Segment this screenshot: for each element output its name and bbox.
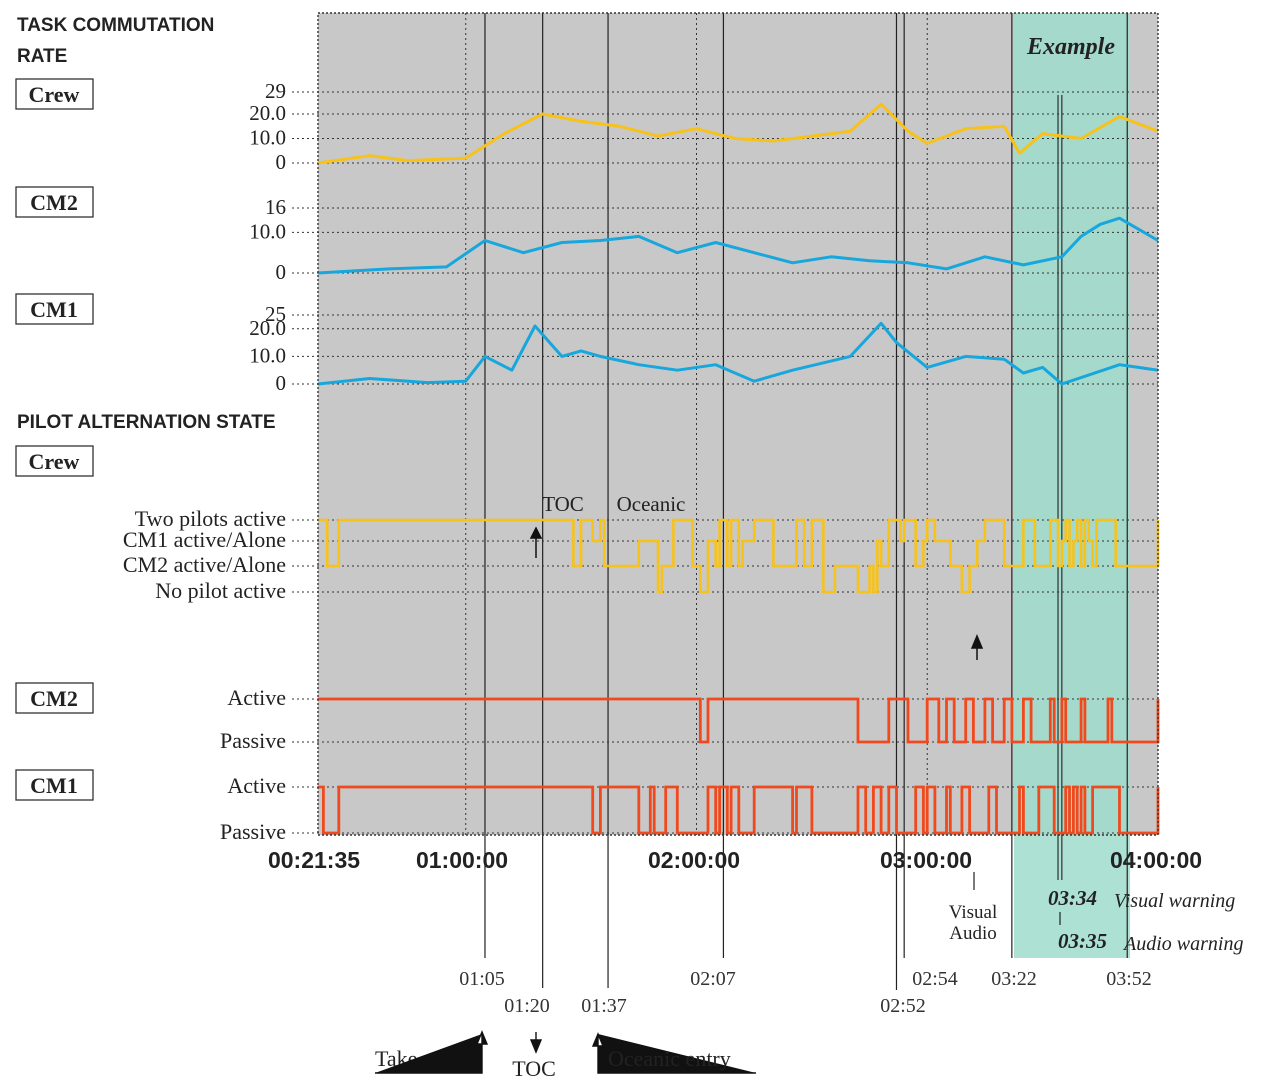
event-time-label: 02:54 — [912, 968, 958, 990]
toc-label: TOC — [542, 492, 584, 516]
y-tick-label: Active — [227, 685, 286, 710]
example-label: Example — [1026, 34, 1115, 60]
row-label-cm2-rate-text: CM2 — [30, 190, 78, 215]
visual-warning-time: 03:34 — [1048, 886, 1097, 910]
y-tick-label: 20.0 — [249, 316, 286, 340]
y-tick-label: 20.0 — [249, 101, 286, 125]
row-label-cm1-rate-text: CM1 — [30, 297, 78, 322]
y-tick-label: Passive — [220, 728, 286, 753]
cm1-state-series — [318, 785, 1160, 835]
oceanic-label: Oceanic — [617, 492, 686, 516]
y-tick-label: 0 — [276, 150, 287, 174]
y-tick-label: 10.0 — [249, 219, 286, 243]
y-tick-label: Passive — [220, 819, 286, 844]
event-time-label: 01:20 — [504, 995, 550, 1017]
rate-series-cm2 — [318, 216, 1159, 275]
crew-alternation-series — [318, 518, 1160, 594]
row-label-cm2-rate: CM2 — [15, 186, 94, 218]
plot-border — [317, 12, 1159, 836]
visual-audio-arrow-icon — [970, 634, 984, 660]
y-tick-label: 10.0 — [249, 126, 286, 150]
visual-label: Visual — [949, 902, 997, 923]
y-tick-label: 0 — [276, 260, 287, 284]
y-tick-label: Two pilots active — [135, 506, 286, 531]
rate-heading-line2: RATE — [17, 46, 67, 67]
toc-arrow-icon — [529, 526, 543, 558]
event-time-label: 01:37 — [581, 995, 627, 1017]
x-tick-label: 00:21:35 — [268, 847, 360, 873]
event-time-label: 01:05 — [459, 968, 505, 990]
audio-warning-time: 03:35 — [1058, 929, 1107, 953]
y-tick-label: CM2 active/Alone — [123, 552, 286, 577]
rate-series-crew — [317, 102, 1159, 165]
x-tick-label: 03:00:00 — [880, 847, 972, 873]
audio-label: Audio — [949, 923, 997, 944]
event-time-label: 02:52 — [880, 995, 926, 1017]
row-label-cm1-rate: CM1 — [15, 293, 94, 325]
y-tick-label: No pilot active — [155, 578, 286, 603]
row-label-crew-rate-text: Crew — [29, 82, 80, 107]
x-tick-label: 02:00:00 — [648, 847, 740, 873]
row-label-cm1-state-text: CM1 — [30, 773, 78, 798]
x-tick-label: 04:00:00 — [1110, 847, 1202, 873]
y-tick-label: 25 — [265, 302, 286, 326]
cm2-state-series — [318, 697, 1160, 744]
event-time-label: 02:07 — [690, 968, 736, 990]
event-time-label: 03:22 — [991, 968, 1037, 990]
rate-heading-line1: TASK COMMUTATION — [17, 15, 214, 36]
takeoff-arrow-icon — [375, 1030, 489, 1074]
row-label-cm1-state: CM1 — [15, 769, 94, 801]
x-tick-label: 01:00:00 — [416, 847, 508, 873]
toc-down-arrow-icon — [529, 1032, 543, 1054]
visual-warning-label: Visual warning — [1114, 890, 1235, 912]
y-tick-label: 29 — [265, 79, 286, 103]
y-tick-label: 10.0 — [249, 343, 286, 367]
y-tick-label: Active — [227, 773, 286, 798]
rate-series-cm1 — [317, 321, 1159, 386]
row-label-cm2-state: CM2 — [15, 682, 94, 714]
oceanic-entry-label: Oceanic entry — [608, 1046, 731, 1071]
row-label-cm2-state-text: CM2 — [30, 686, 78, 711]
row-label-crew-rate: Crew — [15, 78, 94, 110]
alternation-heading: PILOT ALTERNATION STATE — [17, 412, 276, 433]
event-time-label: 03:52 — [1106, 968, 1152, 990]
y-tick-label: CM1 active/Alone — [123, 527, 286, 552]
audio-warning-label: Audio warning — [1122, 933, 1243, 955]
oceanic-entry-arrow-icon — [591, 1032, 756, 1074]
row-label-crew-state: Crew — [15, 445, 94, 477]
y-tick-label: 16 — [265, 195, 286, 219]
row-label-crew-state-text: Crew — [29, 449, 80, 474]
toc-bottom-label: TOC — [512, 1056, 556, 1081]
y-tick-label: 0 — [276, 371, 287, 395]
